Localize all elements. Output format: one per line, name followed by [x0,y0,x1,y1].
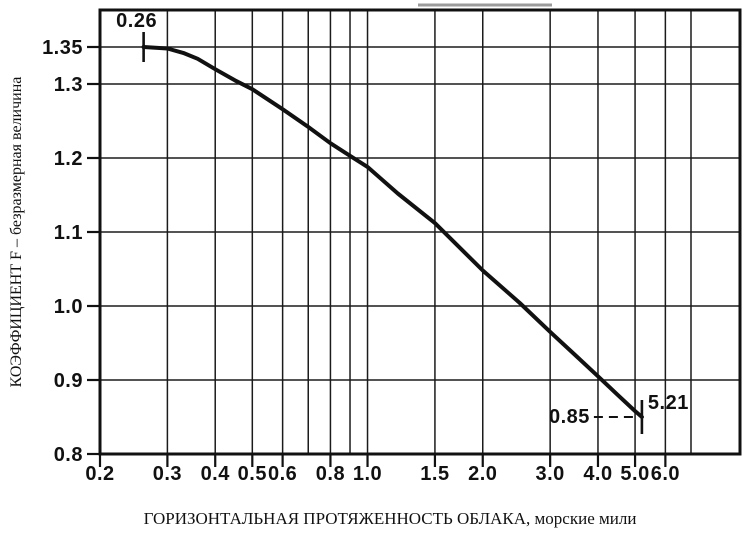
curve-end-x-label: 5.21 [648,392,689,414]
x-axis-title: ГОРИЗОНТАЛЬНАЯ ПРОТЯЖЕННОСТЬ ОБЛАКА, мор… [143,509,637,528]
y-tick-label: 1.35 [42,37,83,59]
x-tick-label: 1.5 [420,463,449,485]
curve-start-label: 0.26 [116,10,157,32]
x-tick-label: 0.6 [268,463,297,485]
x-tick-label: 0.2 [85,463,114,485]
x-tick-label: 0.5 [238,463,267,485]
plot-frame [98,8,742,456]
y-tick-label: 1.0 [54,296,83,318]
x-tick-label: 0.4 [201,463,231,485]
x-tick-label: 5.0 [620,463,649,485]
x-tick-label: 1.0 [353,463,382,485]
x-tick-label: 0.8 [316,463,345,485]
x-tick-label: 3.0 [535,463,564,485]
y-tick-label: 1.1 [54,222,83,244]
x-tick-label: 4.0 [583,463,612,485]
x-tick-label: 6.0 [651,463,680,485]
x-tick-label: 0.3 [153,463,182,485]
y-tick-label: 1.3 [54,74,83,96]
curve-end-y-label: 0.85 [549,406,590,428]
y-tick-label: 1.2 [54,148,83,170]
y-tick-label: 0.8 [54,444,83,466]
x-tick-label: 2.0 [468,463,497,485]
y-tick-label: 0.9 [54,370,83,392]
y-axis-title: КОЭФФИЦИЕНТ F – безразмерная величина [8,76,25,388]
curve-F [141,45,644,419]
